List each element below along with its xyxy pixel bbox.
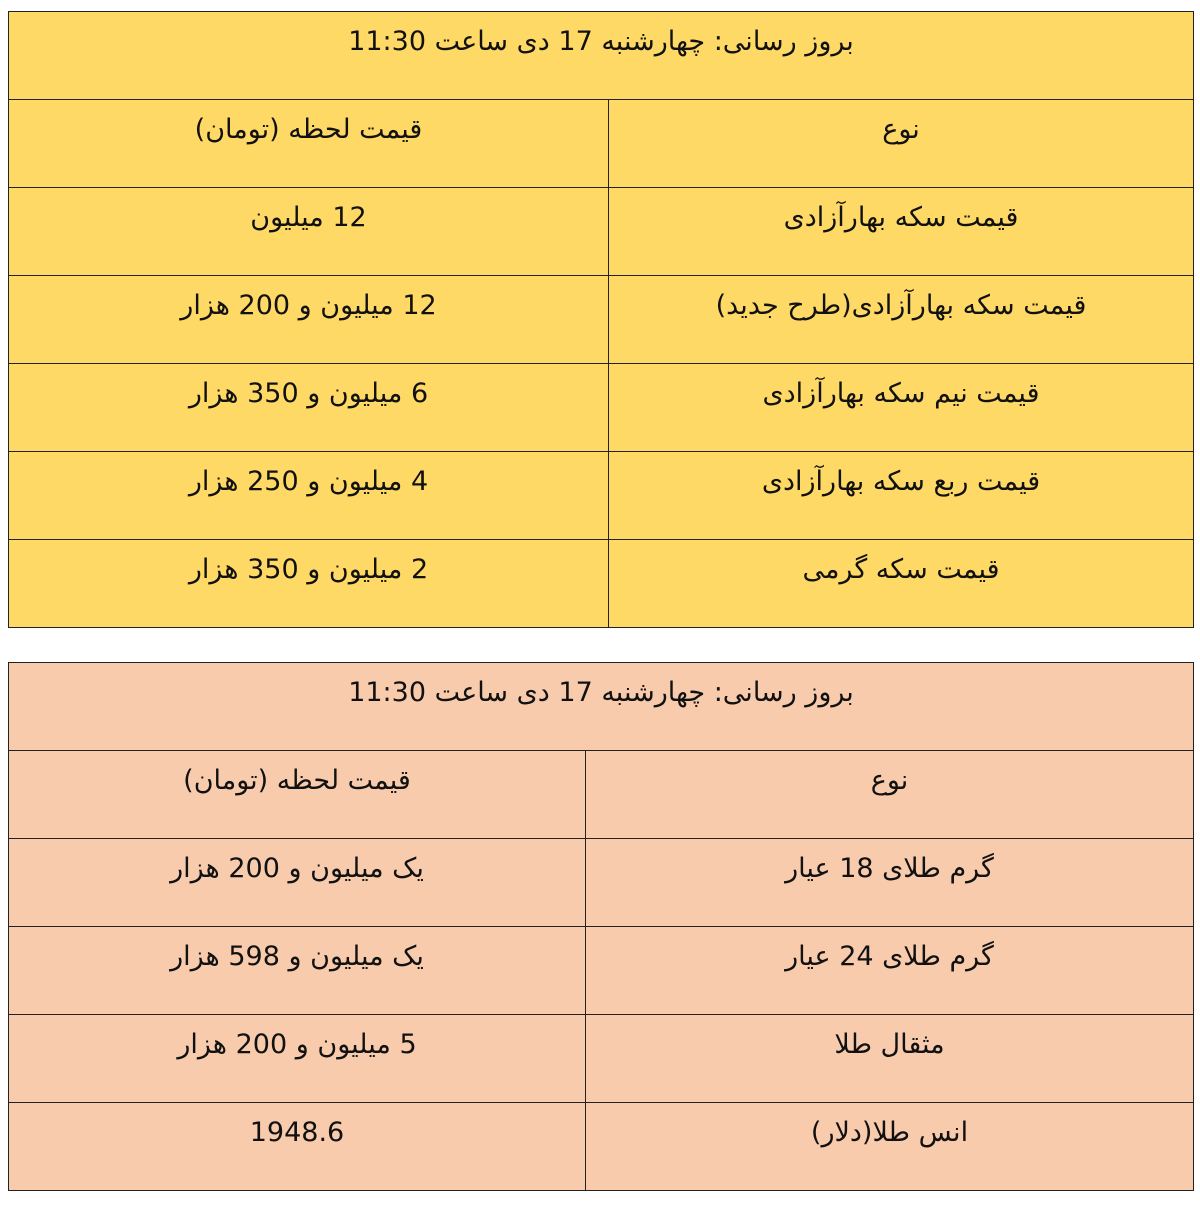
price-cell: 6 میلیون و 350 هزار [8, 363, 609, 452]
header-row: نوع قیمت لحظه (تومان) [8, 99, 1194, 188]
type-cell: قیمت ربع سکه بهارآزادی [608, 451, 1194, 540]
table-row: قیمت ربع سکه بهارآزادی 4 میلیون و 250 هزا… [8, 451, 1194, 540]
type-cell: قیمت نیم سکه بهارآزادی [608, 363, 1194, 452]
price-cell: 1948.6 [8, 1102, 586, 1191]
type-cell: گرم طلای 24 عیار [585, 926, 1194, 1015]
price-cell: 12 میلیون [8, 187, 609, 276]
type-cell: قیمت سکه گرمی [608, 539, 1194, 628]
header-type: نوع [585, 750, 1194, 839]
price-cell: 12 میلیون و 200 هزار [8, 275, 609, 364]
price-cell: یک میلیون و 200 هزار [8, 838, 586, 927]
header-price: قیمت لحظه (تومان) [8, 750, 586, 839]
table-row: قیمت سکه بهارآزادی(طرح جدید) 12 میلیون و … [8, 275, 1194, 364]
price-cell: یک میلیون و 598 هزار [8, 926, 586, 1015]
type-cell: مثقال طلا [585, 1014, 1194, 1103]
price-cell: 2 میلیون و 350 هزار [8, 539, 609, 628]
table-row: گرم طلای 18 عیار یک میلیون و 200 هزار [8, 838, 1194, 927]
type-cell: انس طلا(دلار) [585, 1102, 1194, 1191]
coin-prices-table: بروز رسانی: چهارشنبه 17 دی ساعت 11:30 نو… [8, 11, 1194, 628]
type-cell: گرم طلای 18 عیار [585, 838, 1194, 927]
header-row: نوع قیمت لحظه (تومان) [8, 750, 1194, 839]
table-row: قیمت سکه بهارآزادی 12 میلیون [8, 187, 1194, 276]
table-row: انس طلا(دلار) 1948.6 [8, 1102, 1194, 1191]
price-cell: 4 میلیون و 250 هزار [8, 451, 609, 540]
table-row: قیمت سکه گرمی 2 میلیون و 350 هزار [8, 539, 1194, 628]
title-row: بروز رسانی: چهارشنبه 17 دی ساعت 11:30 [8, 11, 1194, 100]
title-row: بروز رسانی: چهارشنبه 17 دی ساعت 11:30 [8, 662, 1194, 751]
update-time: بروز رسانی: چهارشنبه 17 دی ساعت 11:30 [8, 11, 1194, 100]
table-row: مثقال طلا 5 میلیون و 200 هزار [8, 1014, 1194, 1103]
type-cell: قیمت سکه بهارآزادی [608, 187, 1194, 276]
table-row: گرم طلای 24 عیار یک میلیون و 598 هزار [8, 926, 1194, 1015]
header-type: نوع [608, 99, 1194, 188]
price-cell: 5 میلیون و 200 هزار [8, 1014, 586, 1103]
type-cell: قیمت سکه بهارآزادی(طرح جدید) [608, 275, 1194, 364]
header-price: قیمت لحظه (تومان) [8, 99, 609, 188]
table-row: قیمت نیم سکه بهارآزادی 6 میلیون و 350 هزا… [8, 363, 1194, 452]
gold-prices-table: بروز رسانی: چهارشنبه 17 دی ساعت 11:30 نو… [8, 662, 1194, 1191]
update-time: بروز رسانی: چهارشنبه 17 دی ساعت 11:30 [8, 662, 1194, 751]
